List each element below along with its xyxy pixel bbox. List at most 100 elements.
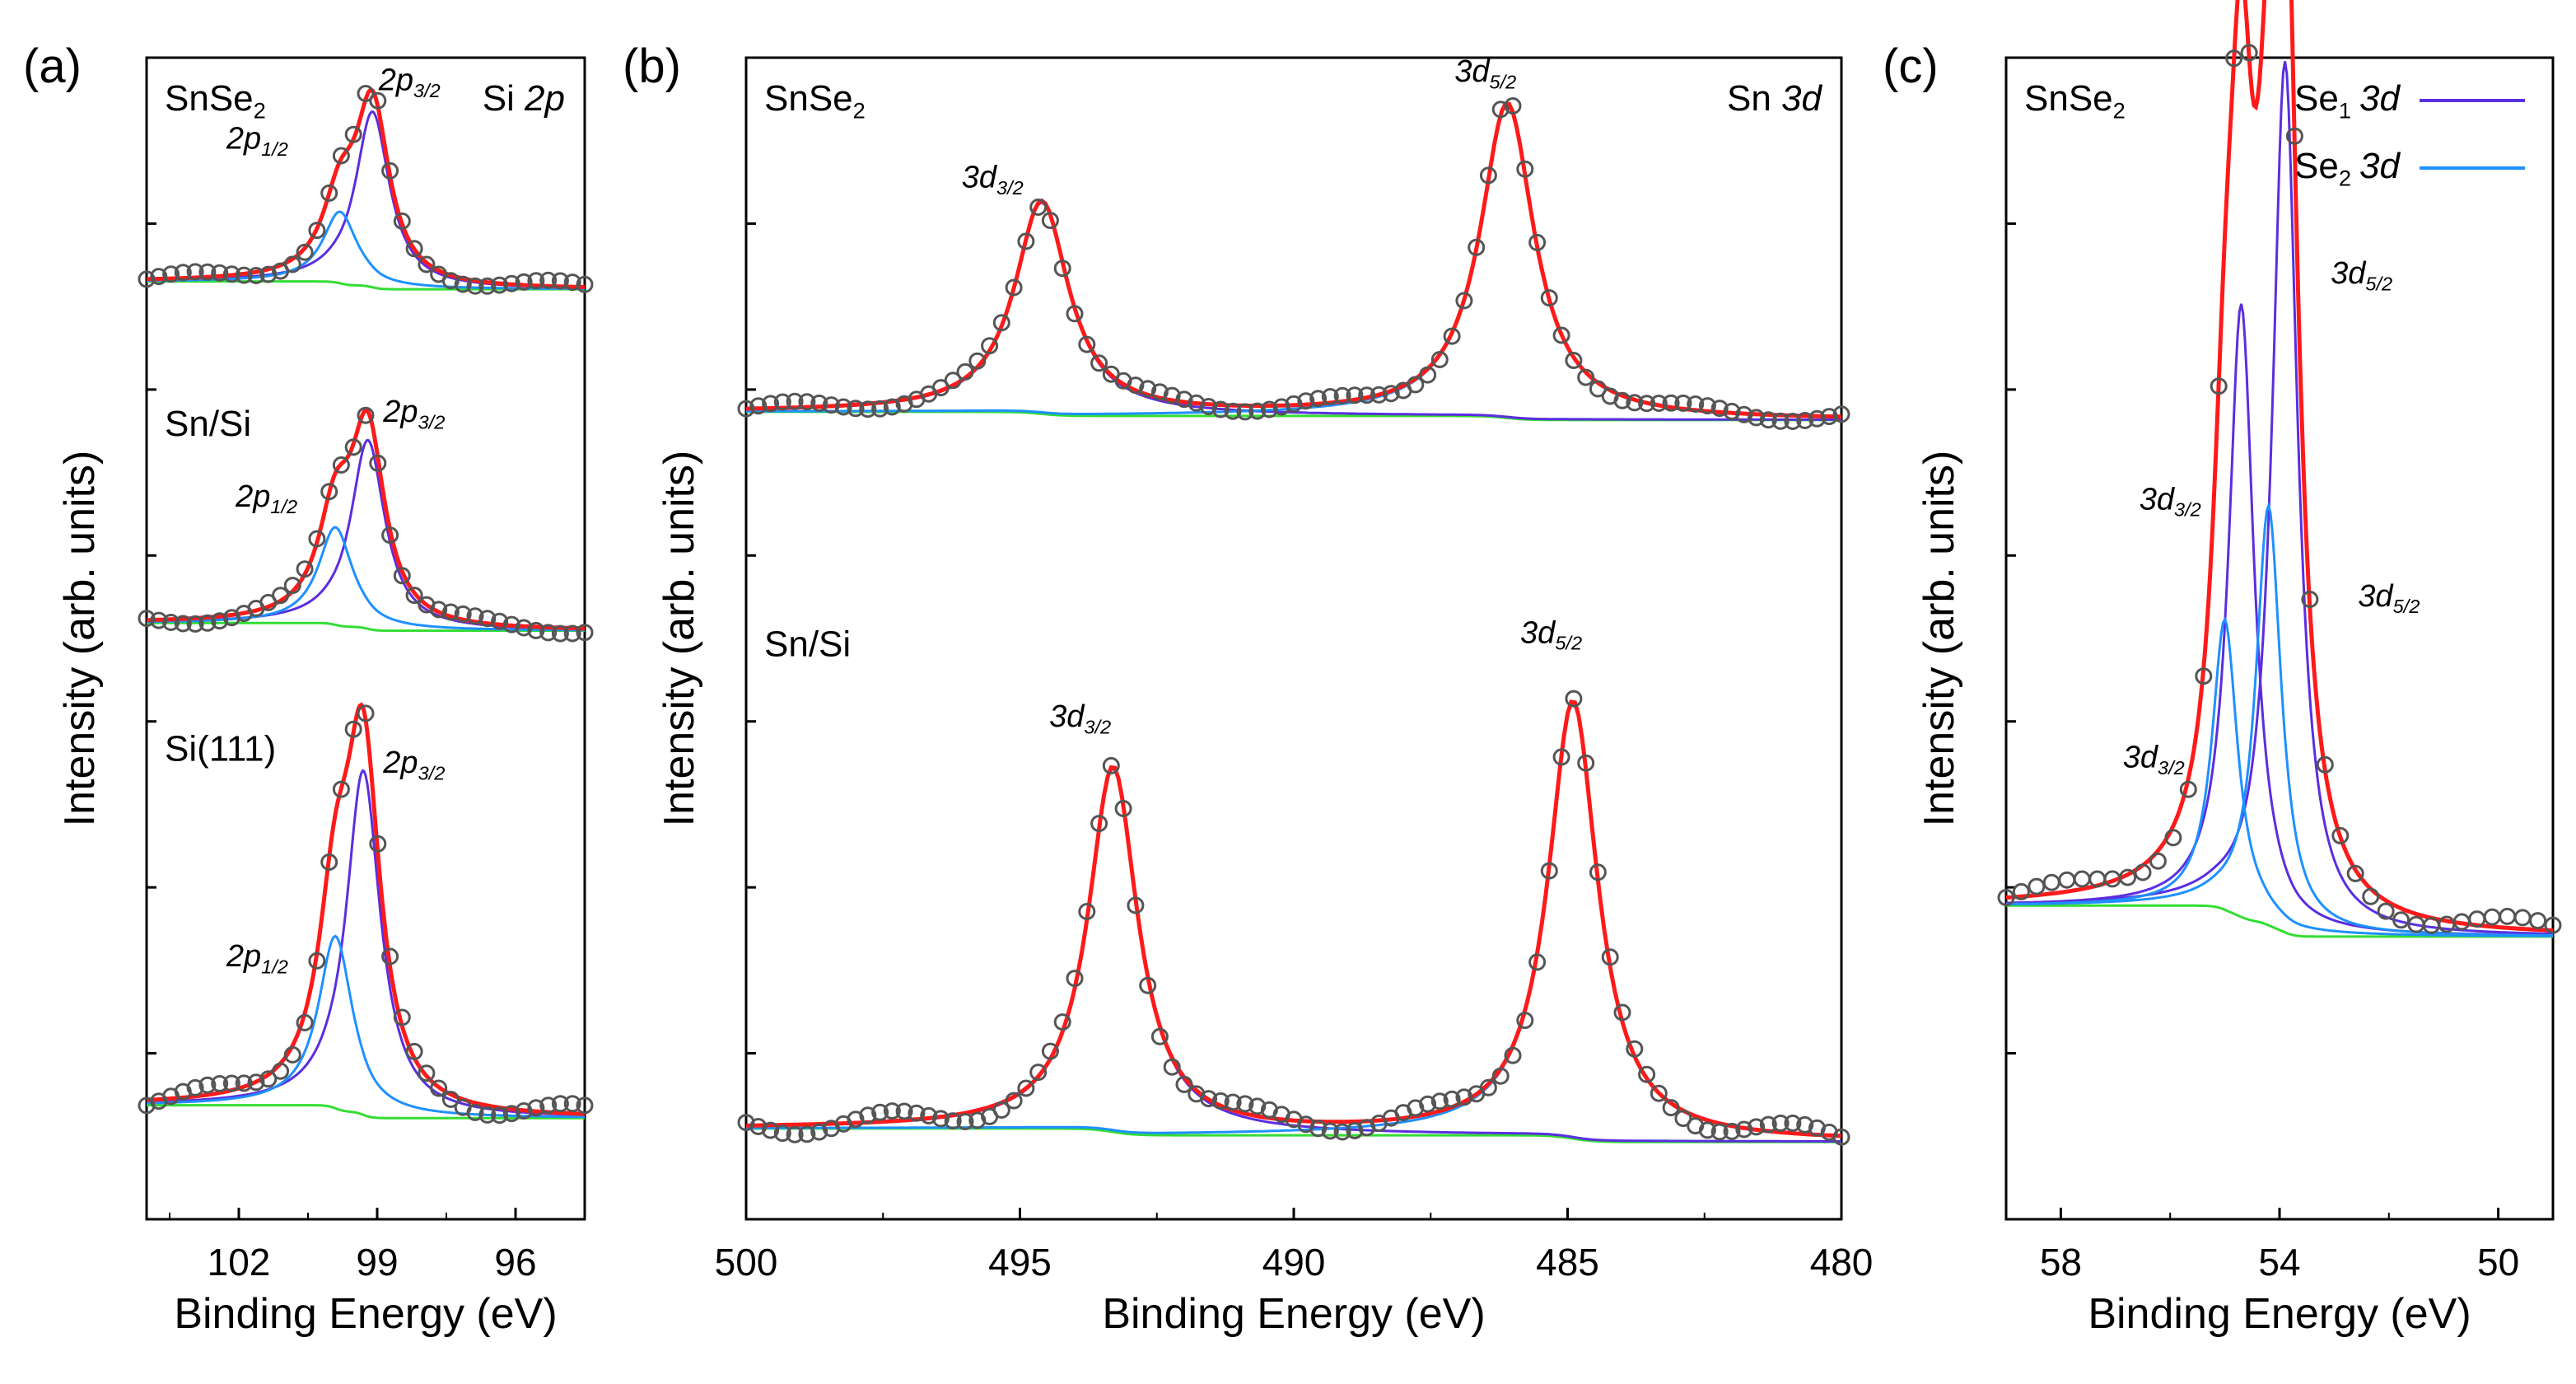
data-point — [1613, 391, 1631, 409]
data-point — [762, 395, 780, 413]
data-point — [2164, 829, 2182, 847]
data-point — [2544, 916, 2562, 934]
panel-title: Sn 3d — [1727, 78, 1823, 119]
data-point — [1224, 402, 1242, 420]
component-peak — [746, 103, 1842, 418]
x-tick-label: 490 — [1262, 1241, 1326, 1283]
data-point — [1419, 366, 1437, 384]
data-point — [369, 835, 387, 853]
data-point — [1516, 1012, 1534, 1030]
data-point — [1650, 1084, 1668, 1102]
data-point — [968, 352, 987, 370]
data-point — [1236, 403, 1254, 421]
envelope-fit — [146, 408, 585, 631]
data-point — [908, 1104, 926, 1122]
data-point — [992, 314, 1010, 332]
data-point — [1565, 690, 1583, 708]
data-point — [1479, 166, 1497, 185]
data-point — [810, 1123, 828, 1141]
spectrum-label: Si(111) — [165, 729, 276, 769]
data-point — [798, 393, 816, 411]
data-point — [1163, 1058, 1181, 1076]
data-point — [1127, 376, 1145, 395]
data-point — [247, 267, 265, 284]
data-point — [381, 526, 399, 545]
data-point — [1528, 233, 1547, 251]
data-point — [441, 1091, 460, 1108]
data-point — [2513, 909, 2532, 927]
component-peak — [2005, 303, 2553, 937]
data-point — [441, 603, 460, 621]
data-point — [1540, 862, 1558, 880]
data-point — [222, 265, 240, 283]
component-peak — [745, 200, 1841, 421]
data-point — [1188, 394, 1206, 412]
data-point — [563, 624, 581, 643]
x-axis-label: Binding Energy (eV) — [1102, 1290, 1485, 1338]
data-point — [2073, 870, 2091, 888]
peak-annotation: 3d3/2 — [2123, 741, 2185, 778]
component-peak — [2006, 616, 2553, 937]
data-point — [1443, 327, 1461, 345]
data-point — [381, 161, 399, 180]
data-point — [344, 438, 362, 456]
data-point — [1638, 395, 1656, 413]
y-axis-label: Intensity (arb. units) — [56, 451, 104, 827]
background-line — [147, 1104, 585, 1120]
data-point — [259, 1070, 278, 1088]
data-point — [369, 91, 387, 110]
data-point — [1430, 351, 1449, 368]
data-point — [1200, 1090, 1218, 1108]
data-point — [1272, 398, 1290, 416]
data-point — [576, 1096, 594, 1115]
data-point — [515, 619, 533, 637]
data-point — [2362, 887, 2380, 905]
data-point — [871, 1103, 889, 1121]
panel-label: (c) — [1883, 40, 1939, 93]
data-point — [2210, 377, 2228, 395]
data-point — [1200, 398, 1218, 415]
data-point — [502, 1105, 520, 1123]
data-point — [1150, 1027, 1169, 1045]
x-tick-label: 50 — [2477, 1241, 2519, 1283]
data-point — [2301, 591, 2319, 608]
data-point — [1370, 386, 1388, 404]
data-point — [502, 274, 520, 292]
data-point — [1528, 953, 1547, 971]
data-point — [1248, 402, 1267, 420]
data-point — [1504, 97, 1522, 115]
data-point — [883, 1102, 901, 1120]
data-point — [1211, 1092, 1230, 1110]
data-point — [1662, 1099, 1680, 1117]
data-point — [1784, 1114, 1802, 1132]
data-point — [539, 271, 558, 289]
data-point — [491, 276, 509, 294]
data-point — [1333, 1123, 1351, 1141]
data-point — [1053, 1013, 1071, 1031]
data-point — [1748, 1118, 1766, 1136]
data-point — [2042, 873, 2060, 891]
data-point — [2179, 780, 2197, 798]
peak-annotation: 3d3/2 — [2140, 482, 2201, 520]
data-point — [491, 1106, 509, 1124]
data-point — [786, 392, 804, 410]
data-point — [1382, 385, 1400, 403]
data-point — [859, 1106, 877, 1124]
data-point — [1309, 1120, 1328, 1138]
data-point — [1650, 395, 1668, 412]
spectrum-label: Sn/Si — [764, 624, 851, 665]
data-point — [283, 577, 301, 595]
data-point — [1820, 408, 1838, 426]
data-point — [539, 1096, 558, 1115]
data-point — [1029, 199, 1048, 216]
data-point — [332, 456, 350, 474]
data-point — [1175, 390, 1193, 409]
data-point — [357, 704, 375, 722]
peak-annotation: 2p1/2 — [226, 122, 288, 160]
data-point — [308, 530, 326, 548]
data-point — [466, 277, 484, 295]
data-point — [1236, 1095, 1254, 1113]
data-point — [1066, 305, 1084, 323]
